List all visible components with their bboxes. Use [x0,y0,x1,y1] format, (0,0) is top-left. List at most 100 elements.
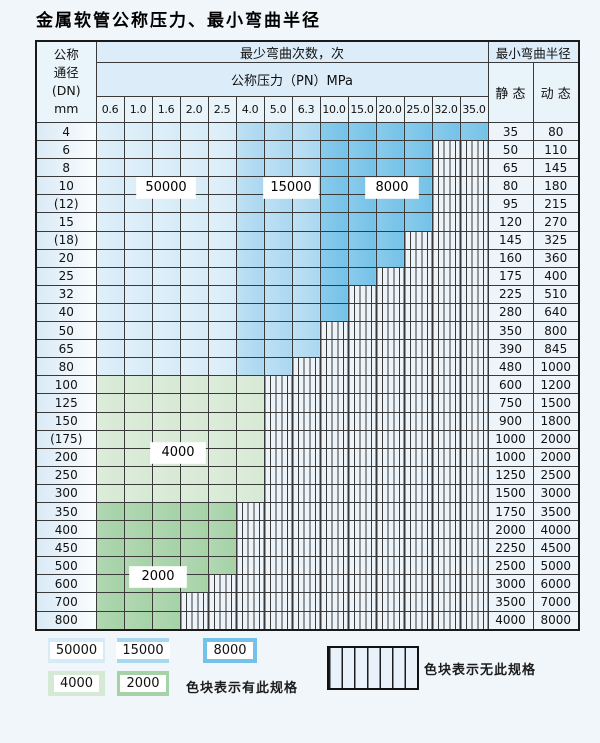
no-spec-cell [431,429,461,449]
spec-available-cell [95,321,125,341]
dn-cell: 500 [35,556,97,576]
pressure-col-header: 20.0 [375,96,405,123]
no-spec-cell [459,429,489,449]
spec-available-cell [151,266,181,286]
no-spec-cell [403,266,433,286]
spec-available-cell [95,194,125,214]
dn-cell: 25 [35,266,97,286]
spec-available-cell [95,284,125,304]
no-spec-cell [347,321,377,341]
spec-available-cell [291,121,321,142]
spec-available-cell [291,230,321,250]
no-spec-cell [319,447,349,467]
static-value-cell: 280 [487,302,534,323]
no-spec-cell [375,610,405,631]
no-spec-cell [431,230,461,250]
dynamic-column-header: 动 态 [532,62,580,123]
no-spec-cell [431,339,461,359]
no-spec-cell [403,556,433,576]
no-spec-cell [431,194,461,214]
no-spec-cell [459,140,489,160]
no-spec-cell [375,357,405,377]
spec-available-cell [123,321,153,341]
dn-cell: 20 [35,248,97,268]
table-row: 65 390 845 [35,339,580,359]
no-spec-cell [375,538,405,558]
no-spec-cell [263,375,293,395]
pressure-col-header: 15.0 [347,96,377,123]
no-spec-cell [235,520,265,540]
spec-available-cell [207,339,237,359]
spec-available-cell [291,248,321,268]
spec-available-cell [179,538,209,558]
spec-available-cell [263,302,293,323]
table-row: 350 1750 3500 [35,501,580,522]
no-spec-cell [403,610,433,631]
no-spec-cell [179,592,209,612]
no-spec-cell [319,556,349,576]
spec-available-cell [95,121,125,142]
static-value-cell: 350 [487,321,534,341]
spec-available-cell [207,393,237,413]
legend-swatch-label: 8000 [207,642,253,659]
no-spec-cell [459,465,489,485]
static-value-cell: 225 [487,284,534,304]
spec-available-cell [235,321,265,341]
dynamic-value-cell: 1800 [532,411,580,431]
spec-available-cell [319,140,349,160]
bend-cycles-label: 8000 [366,178,418,198]
dn-cell: 32 [35,284,97,304]
spec-available-cell [95,465,125,485]
no-spec-cell [319,538,349,558]
no-spec-cell [403,429,433,449]
spec-available-cell [151,393,181,413]
no-spec-cell [403,357,433,377]
spec-available-cell [263,230,293,250]
spec-available-cell [347,194,377,214]
no-spec-cell [431,357,461,377]
dynamic-value-cell: 400 [532,266,580,286]
no-spec-cell [459,520,489,540]
spec-available-cell [347,212,377,232]
no-spec-cell [235,610,265,631]
spec-available-cell [207,212,237,232]
no-spec-cell [319,429,349,449]
dn-cell: (18) [35,230,97,250]
pressure-values-row: 0.6 1.0 1.6 2.0 2.5 4.0 5.0 6.3 10.0 15.0 20.0 25.0… [36,96,579,123]
no-spec-cell [319,520,349,540]
no-spec-cell [375,411,405,431]
spec-available-cell [151,140,181,160]
no-spec-cell [319,592,349,612]
no-spec-cell [207,592,237,612]
spec-available-cell [207,302,237,323]
dn-cell: 600 [35,574,97,594]
pressure-col-header: 1.6 [151,96,181,123]
spec-available-cell [235,230,265,250]
dynamic-value-cell: 145 [532,158,580,178]
spec-available-cell [95,375,125,395]
legend-swatch-label: 4000 [53,675,100,692]
static-value-cell: 2000 [487,520,534,540]
spec-available-cell [123,194,153,214]
no-spec-cell [375,574,405,594]
dn-cell: 700 [35,592,97,612]
spec-available-cell [235,266,265,286]
spec-available-cell [403,140,433,160]
no-spec-cell [375,339,405,359]
no-spec-cell [291,411,321,431]
spec-available-cell [179,321,209,341]
dn-cell: 800 [35,610,97,631]
no-spec-cell [347,574,377,594]
bend-radius-header: 最小弯曲半径 [487,40,580,63]
no-spec-cell [263,574,293,594]
spec-available-cell [207,520,237,540]
no-spec-cell [459,176,489,196]
no-spec-cell [291,610,321,631]
spec-available-cell [235,447,265,467]
no-spec-cell [403,574,433,594]
spec-available-cell [291,302,321,323]
spec-available-cell [123,212,153,232]
table-row: 8 65 145 [35,158,580,178]
spec-available-cell [263,212,293,232]
spec-available-cell [151,483,181,503]
